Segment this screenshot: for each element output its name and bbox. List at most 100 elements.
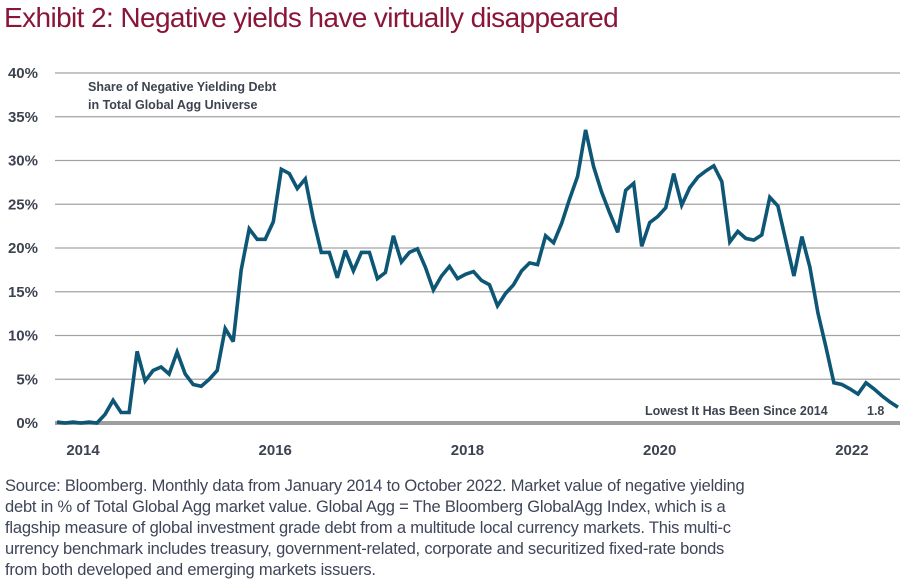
data-point: [384, 271, 387, 274]
data-point: [616, 231, 619, 234]
data-point: [56, 421, 59, 424]
y-tick-label: 30%: [8, 153, 38, 170]
series-label-line-2: in Total Global Agg Universe: [88, 98, 258, 112]
data-point: [96, 422, 99, 425]
data-point: [128, 411, 131, 414]
data-point: [304, 177, 307, 180]
data-point: [448, 265, 451, 268]
data-point: [873, 387, 876, 390]
data-point: [632, 182, 635, 185]
data-point: [232, 340, 235, 343]
data-point: [664, 206, 667, 209]
data-point: [408, 251, 411, 254]
data-point: [368, 251, 371, 254]
data-point: [560, 222, 563, 225]
y-tick-label: 40%: [8, 65, 38, 82]
data-point: [320, 251, 323, 254]
footnote-line: Source: Bloomberg. Monthly data from Jan…: [5, 477, 745, 495]
series-group: [56, 128, 900, 425]
data-point: [328, 251, 331, 254]
data-point: [656, 215, 659, 218]
data-point: [881, 394, 884, 397]
footnote-line: from both developed and emerging markets…: [5, 561, 376, 579]
data-point: [768, 196, 771, 199]
data-point: [504, 292, 507, 295]
series-label-line-1: Share of Negative Yielding Debt: [88, 80, 277, 94]
data-point: [480, 279, 483, 282]
data-point: [264, 238, 267, 241]
data-point: [576, 175, 579, 178]
data-point: [688, 186, 691, 189]
footnote-line: urrency benchmark includes treasury, gov…: [5, 540, 725, 558]
data-point: [136, 350, 139, 353]
data-point: [472, 270, 475, 273]
data-point: [144, 380, 147, 383]
data-point: [424, 266, 427, 269]
data-point: [824, 345, 827, 348]
x-tick-label: 2018: [451, 442, 484, 459]
data-point: [792, 275, 795, 278]
data-point: [288, 172, 291, 175]
data-point: [64, 422, 67, 425]
data-point: [464, 273, 467, 276]
data-point: [544, 234, 547, 237]
gridlines: [55, 72, 900, 380]
data-point: [88, 421, 91, 424]
y-tick-label: 35%: [8, 109, 38, 126]
data-point: [816, 311, 819, 314]
footnote-line: flagship measure of global investment gr…: [5, 519, 731, 537]
data-point: [720, 180, 723, 183]
data-point: [224, 327, 227, 330]
data-point: [488, 283, 491, 286]
data-point: [416, 247, 419, 250]
data-point: [512, 283, 515, 286]
data-point: [456, 277, 459, 280]
data-point: [648, 221, 651, 224]
data-point: [712, 164, 715, 167]
data-point: [600, 191, 603, 194]
x-tick-label: 2016: [259, 442, 292, 459]
annotation-lowest-since-2014: Lowest It Has Been Since 2014: [645, 404, 828, 418]
data-point: [704, 170, 707, 173]
data-point: [784, 240, 787, 243]
y-tick-label: 15%: [8, 284, 38, 301]
data-point: [848, 387, 851, 390]
data-point: [536, 263, 539, 266]
data-point: [672, 172, 675, 175]
data-point: [857, 393, 860, 396]
y-tick-label: 25%: [8, 196, 38, 213]
y-tick-label: 20%: [8, 240, 38, 257]
data-point: [392, 234, 395, 237]
data-point: [680, 204, 683, 207]
data-point: [832, 381, 835, 384]
data-point: [800, 235, 803, 238]
data-point: [528, 261, 531, 264]
data-point: [889, 401, 892, 404]
data-point: [696, 176, 699, 179]
x-tick-label: 2014: [66, 442, 100, 459]
data-point: [520, 269, 523, 272]
data-point: [360, 251, 363, 254]
data-point: [744, 237, 747, 240]
data-point: [897, 406, 900, 409]
data-point: [112, 399, 115, 402]
data-point: [376, 277, 379, 280]
data-point: [496, 304, 499, 307]
data-point: [280, 168, 283, 171]
data-point: [152, 369, 155, 372]
data-point: [120, 411, 123, 414]
data-point: [400, 261, 403, 264]
data-point: [584, 128, 587, 131]
data-point: [336, 276, 339, 279]
data-point: [752, 239, 755, 242]
data-point: [552, 241, 555, 244]
series-line-negative-yield-share: [56, 129, 899, 425]
data-point: [568, 198, 571, 201]
data-point: [728, 240, 731, 243]
data-point: [624, 189, 627, 192]
data-point: [640, 245, 643, 248]
data-point: [432, 289, 435, 292]
y-tick-label: 5%: [16, 371, 38, 388]
data-point: [865, 381, 868, 384]
data-point: [272, 220, 275, 223]
